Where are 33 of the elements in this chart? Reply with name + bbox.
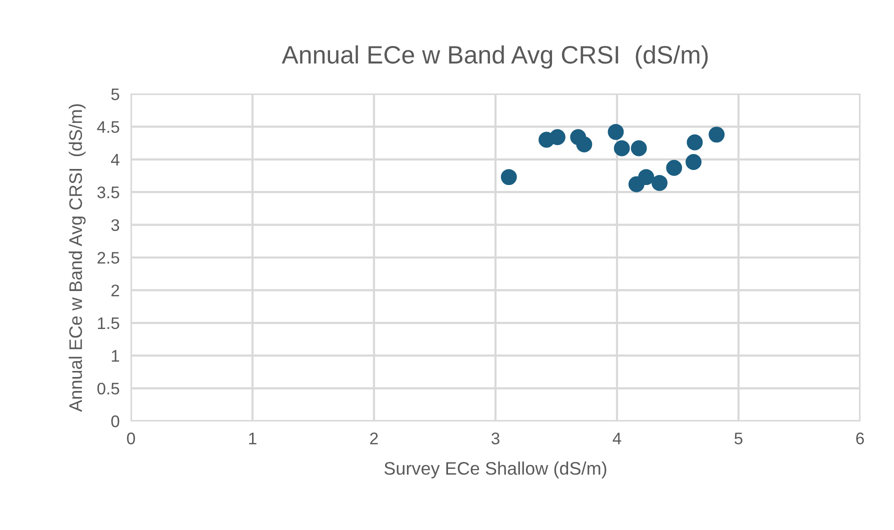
- y-tick-label: 4.5: [97, 121, 120, 133]
- x-tick-label: 4: [612, 432, 622, 444]
- x-tick-label: 3: [492, 432, 500, 444]
- point: [500, 169, 517, 186]
- x-tick-label: 6: [856, 432, 864, 444]
- point: [686, 134, 703, 150]
- y-tick-label: 0.5: [97, 382, 120, 395]
- x-axis-title: Survey ECe Shallow (dS/m): [384, 462, 606, 478]
- y-tick-label: 1: [112, 350, 120, 362]
- point: [666, 160, 682, 176]
- x-tick-label: 2: [370, 432, 378, 444]
- y-tick-label: 5: [111, 88, 120, 100]
- point: [638, 169, 654, 186]
- x-tick-label: 0: [127, 432, 135, 444]
- chart-title: Annual ECe w Band Avg CRSI (dS/m): [282, 45, 708, 69]
- x-tick-label: 1: [249, 432, 256, 444]
- point: [608, 124, 624, 140]
- y-tick-label: 1.5: [98, 317, 120, 330]
- point: [549, 129, 566, 146]
- y-tick-label: 3.5: [97, 186, 120, 198]
- y-tick-label: 0: [111, 415, 120, 428]
- point: [630, 140, 647, 156]
- point: [708, 126, 725, 143]
- y-tick-label: 2.5: [98, 252, 120, 264]
- y-axis-title: Annual ECe w Band Avg CRSI (dS/m): [68, 104, 86, 412]
- point: [652, 174, 668, 191]
- point: [686, 154, 702, 170]
- y-tick-label: 4: [111, 154, 120, 166]
- point: [576, 136, 592, 152]
- y-tick-label: 3: [111, 219, 120, 232]
- x-tick-label: 5: [734, 432, 742, 444]
- y-tick-label: 2: [111, 284, 120, 296]
- point: [614, 140, 630, 156]
